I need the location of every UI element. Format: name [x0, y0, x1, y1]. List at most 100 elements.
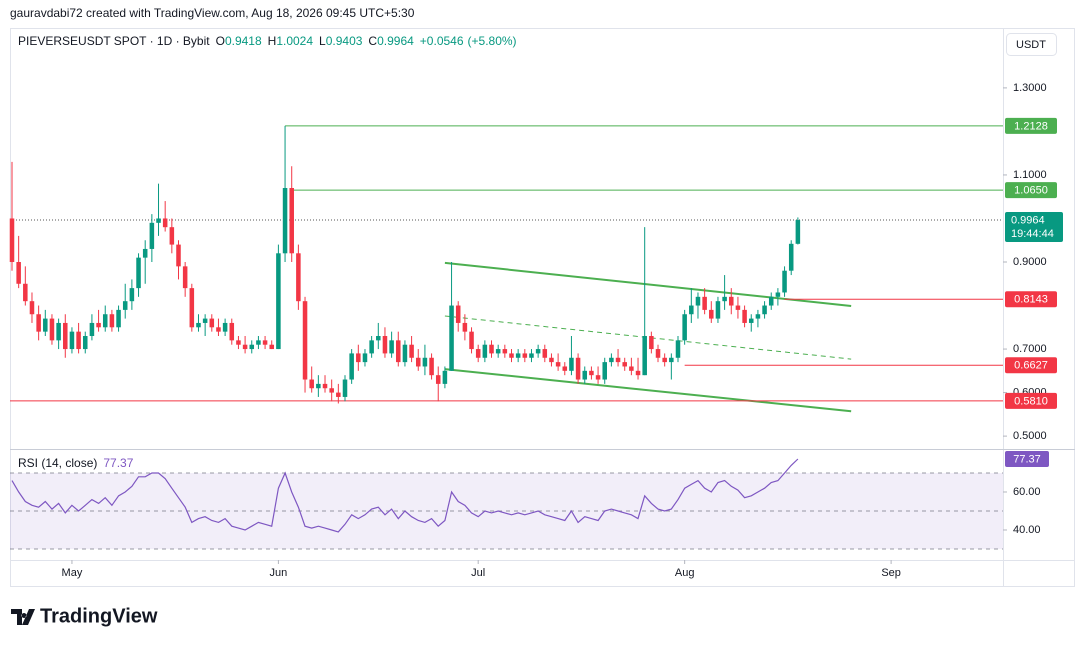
candle-body: [669, 357, 674, 363]
x-tick-label: May: [62, 567, 83, 579]
level-tag-label: 0.5810: [1014, 395, 1048, 407]
candle-body: [595, 375, 601, 380]
candle-body: [602, 362, 607, 380]
candle-body: [202, 318, 208, 323]
x-tick-label: Sep: [881, 567, 901, 579]
candle-body: [495, 349, 501, 354]
candle-body: [16, 262, 21, 284]
candle-body: [102, 314, 108, 328]
candle-body: [775, 292, 781, 297]
candle-body: [43, 318, 48, 332]
candle-body: [682, 314, 687, 341]
candle-body: [402, 344, 408, 363]
rsi-legend: RSI (14, close) 77.37: [18, 456, 134, 470]
candle-body: [542, 349, 548, 358]
candle-body: [342, 379, 348, 397]
candle-body: [162, 218, 168, 228]
candle-body: [216, 327, 221, 332]
candle-body: [262, 340, 268, 345]
candle-body: [575, 357, 581, 380]
currency-button[interactable]: [1006, 33, 1057, 56]
y-tick-label: 0.5000: [1013, 430, 1047, 442]
trendline: [444, 368, 852, 413]
currency-label[interactable]: USDT: [1016, 39, 1046, 51]
candle-body: [322, 383, 328, 389]
last-price-tag: [1005, 212, 1063, 243]
candle-body: [82, 336, 88, 350]
candle-body: [396, 340, 401, 363]
candle-body: [655, 349, 661, 358]
candle-body: [762, 305, 767, 315]
open-value: 0.9418: [225, 34, 262, 48]
level-tag-label: 1.0650: [1014, 185, 1048, 197]
candle-body: [169, 227, 175, 245]
candle-body: [109, 314, 115, 328]
y-tick-label: 1.3000: [1013, 82, 1047, 94]
candle-body: [755, 314, 761, 319]
candle-body: [689, 305, 694, 315]
change: +0.0546: [420, 34, 464, 48]
ohlc-letter: C: [368, 34, 377, 48]
candle-body: [622, 362, 627, 367]
rsi-y-tick-label: 40.00: [1013, 524, 1041, 536]
candle-body: [609, 357, 614, 363]
low-value: 0.9403: [326, 34, 363, 48]
candle-body: [722, 296, 727, 302]
candle-body: [349, 353, 354, 380]
candle-body: [382, 336, 388, 354]
candle-body: [9, 218, 15, 263]
level-tag: [1005, 291, 1057, 308]
change-pct: (+5.80%): [468, 34, 517, 48]
candle-body: [336, 392, 341, 397]
candle-body: [442, 370, 448, 384]
candle-body: [156, 218, 161, 223]
candle-body: [715, 301, 721, 319]
candle-body: [89, 322, 95, 337]
candle-body: [409, 344, 414, 358]
candle-body: [435, 375, 441, 384]
countdown: 19:44:44: [1011, 228, 1054, 240]
candle-body: [562, 366, 568, 371]
x-tick-label: Jun: [270, 567, 288, 579]
candle-body: [122, 301, 128, 310]
candle-body: [136, 257, 141, 289]
ohlc-letter: O: [216, 34, 225, 48]
level-tag-label: 0.8143: [1014, 294, 1048, 306]
y-tick-label: 0.7000: [1013, 343, 1047, 355]
rsi-tag: [1005, 450, 1049, 467]
candle-body: [256, 340, 261, 345]
candle-body: [316, 383, 321, 389]
candle-body: [276, 253, 281, 350]
symbol: PIEVERSEUSDT SPOT · 1D · Bybit: [18, 34, 210, 48]
candle-body: [649, 336, 654, 350]
candle-body: [142, 248, 148, 258]
candle-body: [535, 349, 541, 354]
candle-body: [702, 296, 707, 310]
candle-body: [56, 322, 61, 341]
candle-body: [675, 340, 681, 358]
candle-body: [475, 349, 481, 358]
rsi-line: [11, 458, 799, 533]
candle-body: [63, 322, 68, 350]
candle-body: [455, 305, 461, 323]
candle-body: [662, 357, 667, 363]
candle-body: [76, 331, 81, 350]
level-tag: [1005, 357, 1057, 374]
candle-body: [296, 253, 301, 302]
candle-body: [329, 388, 334, 393]
level-tag: [1005, 392, 1057, 409]
candle-body: [196, 322, 201, 328]
x-tick-label: Jul: [471, 567, 485, 579]
rsi-value: 77.37: [103, 456, 133, 470]
level-tag: [1005, 182, 1057, 199]
candle-body: [768, 296, 774, 306]
candle-body: [515, 353, 521, 358]
ohlc-letter: L: [319, 34, 326, 48]
trendline: [444, 261, 852, 307]
candle-body: [36, 314, 41, 332]
candle-body: [369, 340, 374, 354]
candle-body: [23, 283, 28, 302]
candle-body: [289, 188, 294, 254]
candle-body: [229, 322, 235, 341]
